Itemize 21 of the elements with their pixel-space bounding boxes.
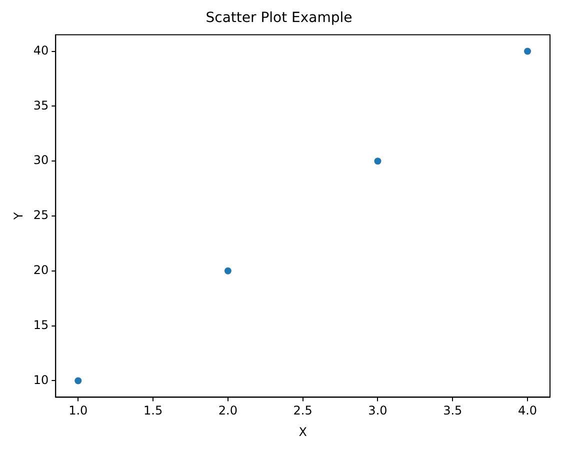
- point: [524, 48, 532, 55]
- x-tick-label: 1.5: [143, 404, 163, 418]
- point: [74, 377, 82, 384]
- y-tick-label: 30: [33, 153, 49, 168]
- y-axis-title: Y: [11, 212, 26, 221]
- y-tick-label: 40: [33, 43, 49, 58]
- point: [224, 267, 232, 274]
- x-tick-label: 3.5: [443, 404, 462, 418]
- x-tick-label: 4.0: [518, 404, 538, 418]
- y-tick-label: 10: [33, 372, 49, 387]
- x-axis-title: X: [298, 424, 307, 439]
- x-tick-label: 2.0: [218, 404, 238, 418]
- x-tick-label: 2.5: [293, 404, 312, 418]
- chart-title: Scatter Plot Example: [206, 10, 352, 26]
- y-tick-label: 15: [33, 318, 49, 332]
- y-tick-label: 20: [33, 263, 49, 278]
- y-tick-label: 25: [33, 208, 49, 222]
- x-tick-label: 1.0: [68, 404, 88, 418]
- y-tick-label: 35: [33, 98, 49, 112]
- point: [374, 158, 382, 165]
- x-tick-label: 3.0: [368, 404, 388, 418]
